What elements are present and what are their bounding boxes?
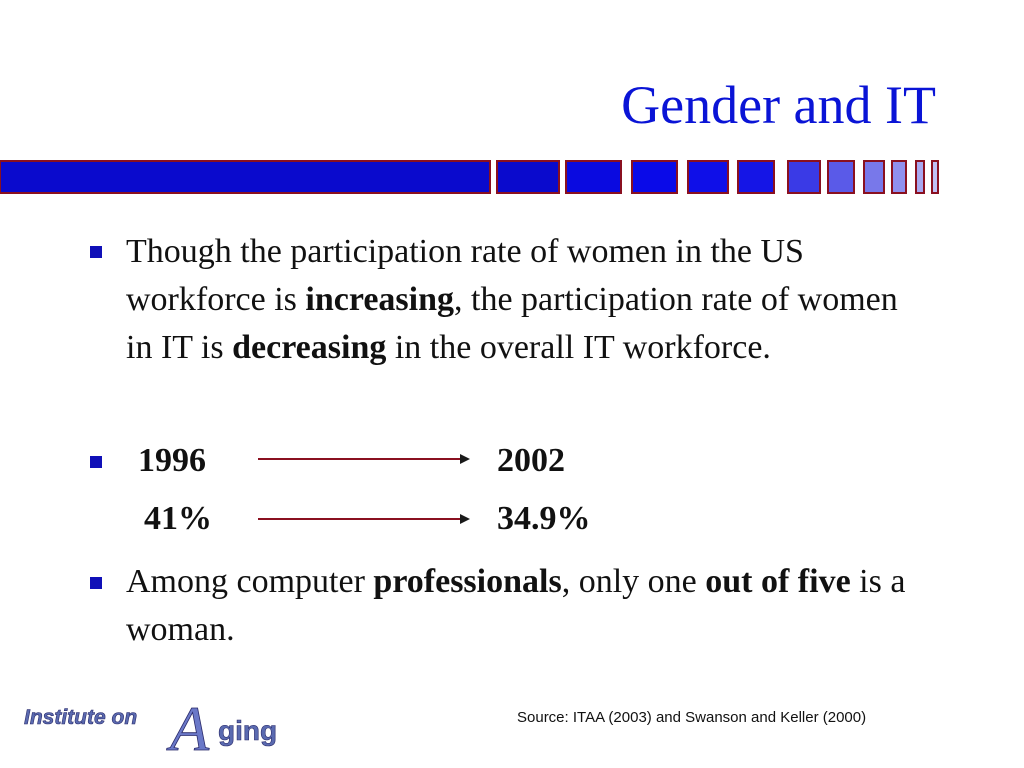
slide-title: Gender and IT — [621, 75, 936, 135]
arrow-icon — [258, 454, 470, 464]
bullet-3-emphasis-professionals: professionals — [373, 563, 562, 600]
bullet-1-part: , the participation rate of women in IT … — [126, 281, 898, 366]
bullet-marker — [90, 456, 102, 468]
bullet-marker — [90, 246, 102, 258]
bullet-3-part: Among computer — [126, 563, 374, 600]
bullet-1-part: Though the participation rate of women i… — [126, 233, 804, 318]
bullet-3-text: Among computer professionals, only one o… — [126, 558, 926, 654]
bullet-1-text: Though the participation rate of women i… — [126, 228, 926, 372]
bullet-3-part: is a woman. — [126, 563, 906, 648]
logo-text-part2: ging — [218, 715, 277, 746]
institute-on-aging-logo: Institute on A ging — [24, 693, 278, 760]
logo-text-part1: Institute on — [24, 706, 137, 729]
decorative-bar — [0, 160, 939, 194]
bullet-3-emphasis-out-of-five: out of five — [705, 563, 851, 600]
logo-big-letter: A — [166, 693, 210, 760]
source-citation: Source: ITAA (2003) and Swanson and Kell… — [517, 709, 867, 726]
to-value: 34.9% — [497, 500, 591, 537]
from-value: 41% — [144, 500, 212, 537]
bullet-1-part: in the overall IT workforce. — [386, 329, 771, 366]
to-year: 2002 — [497, 442, 565, 479]
from-year: 1996 — [138, 442, 206, 479]
bullet-marker — [90, 577, 102, 589]
arrow-icon — [258, 514, 470, 524]
bullet-1-emphasis-increasing: increasing — [305, 281, 454, 318]
bullet-3-part: , only one — [561, 563, 706, 600]
bullet-1-emphasis-decreasing: decreasing — [232, 329, 387, 366]
